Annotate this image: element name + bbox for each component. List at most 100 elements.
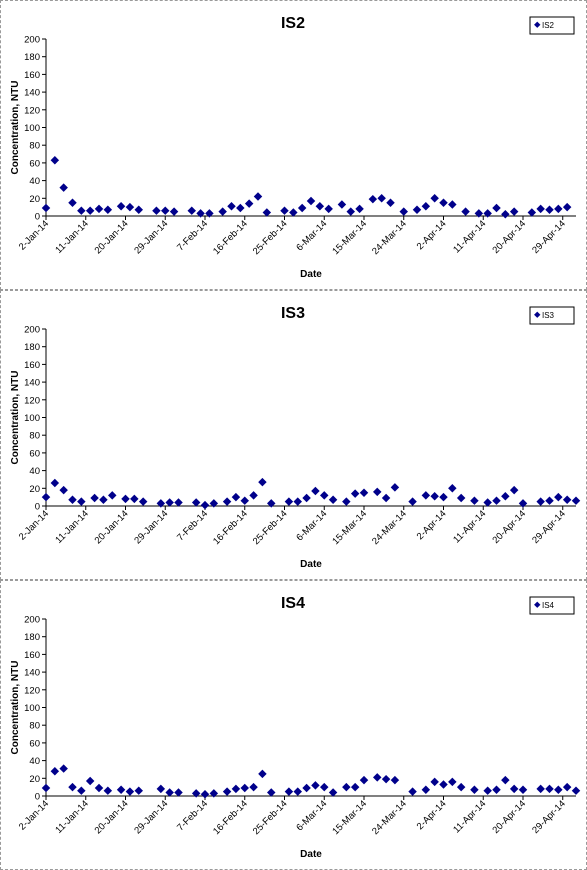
data-point [227, 202, 236, 211]
x-tick-label: 16-Feb-14 [211, 798, 250, 837]
data-point [205, 209, 214, 218]
data-point [267, 499, 276, 508]
data-point [545, 205, 554, 215]
data-point [381, 774, 391, 784]
data-point [222, 497, 232, 506]
data-point [408, 497, 417, 506]
x-tick-label: 20-Apr-14 [490, 798, 528, 836]
data-point [121, 494, 130, 504]
y-tick-label: 60 [29, 738, 40, 749]
y-tick-label: 0 [35, 502, 40, 513]
x-tick-label: 20-Jan-14 [93, 218, 131, 256]
x-tick-label: 15-Mar-14 [330, 218, 369, 257]
data-point [474, 209, 484, 218]
data-point [68, 198, 77, 207]
x-tick-label: 2-Jan-14 [17, 218, 51, 252]
data-point [346, 207, 355, 216]
data-point [280, 206, 289, 215]
x-tick-label: 2-Apr-14 [415, 218, 449, 252]
y-tick-label: 120 [24, 105, 40, 116]
y-tick-label: 180 [24, 52, 40, 63]
data-point [381, 493, 391, 503]
data-point [492, 203, 501, 213]
data-point [231, 784, 241, 794]
data-point [77, 786, 86, 795]
data-point [289, 208, 298, 217]
legend-box [529, 16, 575, 35]
data-point [311, 486, 320, 496]
x-tick-label: 15-Mar-14 [330, 508, 369, 547]
data-point [41, 203, 51, 213]
data-point [448, 200, 457, 209]
y-tick-label: 20 [29, 774, 40, 785]
y-tick-label: 100 [24, 703, 40, 714]
data-point [518, 499, 528, 508]
data-point [509, 485, 519, 495]
y-tick-label: 180 [24, 632, 40, 643]
data-point [320, 782, 329, 792]
y-tick-label: 160 [24, 650, 40, 661]
data-point [50, 156, 60, 165]
x-tick-label: 16-Feb-14 [211, 218, 250, 257]
y-tick-label: 0 [35, 212, 40, 223]
x-tick-label: 6-Mar-14 [294, 798, 329, 833]
data-point [536, 497, 545, 506]
data-point [90, 493, 99, 503]
y-tick-label: 140 [24, 378, 40, 389]
data-point [328, 495, 338, 505]
y-tick-label: 80 [29, 431, 40, 442]
y-tick-label: 160 [24, 360, 40, 371]
y-tick-label: 60 [29, 158, 40, 169]
x-tick-label: 29-Jan-14 [132, 798, 170, 836]
data-point [342, 497, 351, 506]
data-point [483, 209, 492, 218]
y-axis-title: Concentration, NTU [10, 661, 21, 755]
data-point [258, 769, 267, 779]
x-tick-label: 20-Jan-14 [93, 508, 131, 546]
data-point [240, 783, 249, 793]
x-tick-label: 25-Feb-14 [251, 508, 290, 547]
x-tick-label: 7-Feb-14 [175, 218, 210, 253]
x-tick-label: 11-Jan-14 [53, 218, 91, 256]
data-point [209, 789, 219, 798]
x-axis-title: Date [300, 849, 322, 860]
data-point [571, 496, 581, 505]
data-point [408, 787, 417, 796]
data-point [103, 786, 113, 795]
data-point [501, 775, 510, 785]
data-point [456, 493, 466, 503]
data-point [59, 183, 68, 192]
data-point [297, 203, 307, 213]
y-tick-label: 100 [24, 413, 40, 424]
data-point [116, 202, 126, 211]
data-point [156, 784, 166, 794]
data-point [196, 209, 205, 218]
data-point [240, 496, 249, 505]
x-tick-label: 24-Mar-14 [370, 798, 409, 837]
data-point [562, 782, 572, 792]
data-point [85, 206, 95, 215]
data-point [236, 203, 245, 213]
data-point [99, 495, 108, 505]
data-point [306, 196, 316, 206]
data-point [439, 198, 448, 207]
data-point [174, 498, 183, 507]
x-tick-label: 16-Feb-14 [211, 508, 250, 547]
data-point [320, 491, 329, 500]
y-tick-label: 60 [29, 448, 40, 459]
data-point [562, 495, 572, 505]
chart-panel-is2: IS2 IS2 0 20 40 60 80 100 120 140 160 180 200 2-Jan-1… [0, 0, 587, 290]
legend: IS4 [529, 596, 575, 615]
x-tick-label: 11-Apr-14 [451, 218, 488, 255]
data-point [85, 776, 95, 786]
data-point [509, 207, 519, 216]
data-point [386, 198, 395, 207]
legend: IS3 [529, 306, 575, 325]
data-point [562, 202, 572, 212]
y-tick-label: 80 [29, 721, 40, 732]
x-tick-label: 2-Jan-14 [17, 798, 51, 832]
chart-panel-is4: IS4 IS4 0 20 40 60 80 100 120 140 160 180 200 2-Jan-1… [0, 580, 587, 870]
x-tick-label: 7-Feb-14 [175, 798, 210, 833]
data-point [527, 208, 537, 217]
data-point [554, 204, 563, 214]
